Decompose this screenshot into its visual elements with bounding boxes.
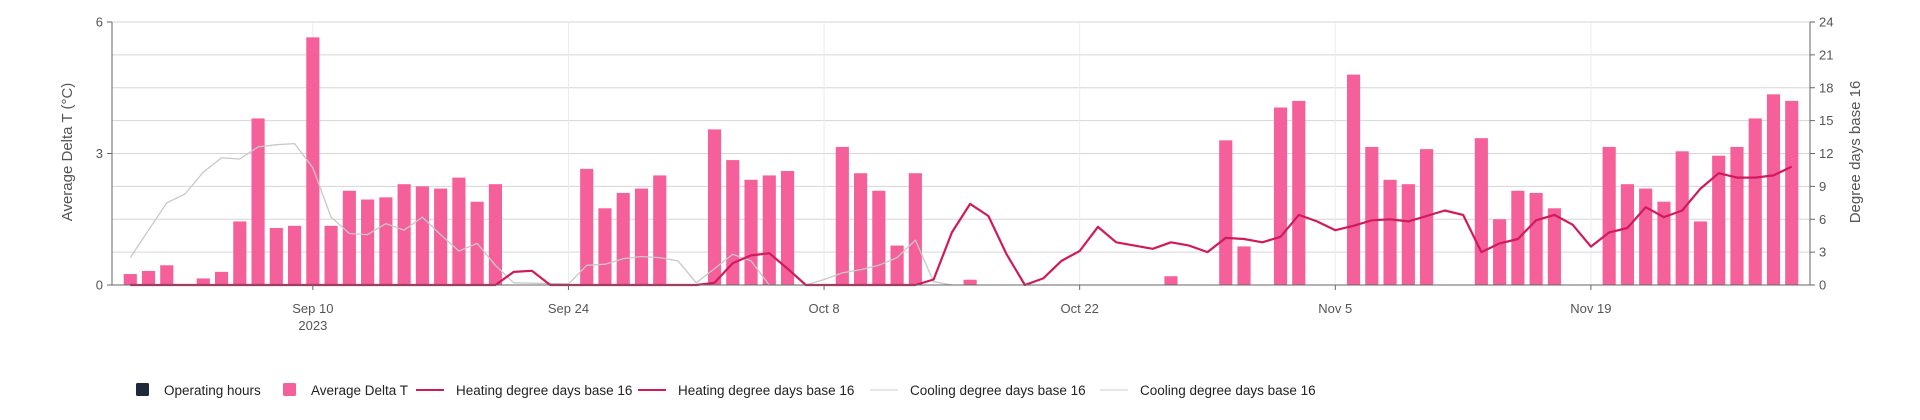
bar-average-delta-t (324, 225, 338, 285)
bar-average-delta-t (1766, 94, 1781, 285)
bar-average-delta-t (288, 225, 302, 285)
bar-average-delta-t (616, 192, 630, 285)
bar-average-delta-t (488, 184, 502, 285)
bar-average-delta-t (123, 274, 137, 285)
legend-swatch (283, 383, 296, 396)
bar-average-delta-t (251, 118, 265, 285)
bar-average-delta-t (306, 37, 320, 285)
bar-average-delta-t (1164, 276, 1178, 285)
bar-average-delta-t (707, 129, 722, 285)
bar-average-delta-t (1383, 179, 1397, 285)
bar-average-delta-t (835, 146, 849, 285)
bar-average-delta-t (1602, 146, 1616, 285)
series-cooling-degree-days (129, 142, 953, 286)
line-cooling-degree-days (129, 142, 953, 286)
bar-average-delta-t (1273, 107, 1288, 285)
series-heating-degree-days (130, 165, 1793, 287)
bar-average-delta-t (653, 175, 667, 285)
x-tick-label: Sep 10 (292, 301, 333, 316)
bar-average-delta-t (1365, 146, 1379, 285)
bar-average-delta-t (762, 175, 776, 285)
bar-average-delta-t (1529, 192, 1543, 285)
y-right-tick-label: 9 (1819, 179, 1826, 194)
bar-average-delta-t (233, 221, 247, 285)
bar-average-delta-t (890, 245, 904, 285)
bar-average-delta-t (908, 173, 922, 285)
bar-average-delta-t (1748, 118, 1762, 285)
legend-label: Heating degree days base 16 (456, 383, 632, 398)
bar-average-delta-t (196, 278, 210, 285)
tick-labels: 0 3 6 0 3 6 9 12 15 18 21 24 Sep 10 2023 Sep 24 Oct 8 Oc… (96, 15, 1834, 334)
y-right-tick-label: 15 (1819, 113, 1833, 128)
bar-average-delta-t (1474, 138, 1488, 285)
legend-label: Average Delta T (311, 383, 408, 398)
y-right-tick-label: 24 (1819, 15, 1833, 30)
bar-average-delta-t (780, 171, 795, 285)
line-heating-degree-days (130, 165, 1793, 287)
bar-average-delta-t (1547, 208, 1561, 285)
bar-average-delta-t (1493, 219, 1507, 285)
bar-average-delta-t (342, 190, 356, 285)
y-left-tick-label: 3 (96, 146, 103, 161)
x-tick-sublabel: 2023 (298, 318, 327, 333)
bar-average-delta-t (141, 270, 156, 285)
legend-label: Cooling degree days base 16 (910, 383, 1086, 398)
y-right-tick-label: 21 (1819, 47, 1833, 62)
bar-average-delta-t (744, 179, 758, 285)
bar-average-delta-t (452, 177, 466, 285)
y-right-tick-label: 3 (1819, 245, 1826, 260)
bars-average-delta-t (123, 37, 1799, 286)
x-tick-label: Nov 19 (1570, 301, 1611, 316)
bar-average-delta-t (1401, 184, 1415, 285)
y-right-tick-label: 18 (1819, 80, 1833, 95)
x-tick-label: Sep 24 (548, 301, 589, 316)
legend-label: Operating hours (164, 383, 261, 398)
bar-average-delta-t (1675, 151, 1689, 285)
bar-average-delta-t (269, 228, 283, 285)
grid (112, 21, 1810, 286)
legend-label: Cooling degree days base 16 (1140, 383, 1316, 398)
y-left-tick-label: 0 (96, 278, 103, 293)
bar-average-delta-t (1657, 201, 1671, 285)
bar-average-delta-t (214, 271, 229, 285)
x-tick-label: Nov 5 (1318, 301, 1352, 316)
bar-average-delta-t (854, 173, 868, 285)
y-axis-right-title: Degree days base 16 (1847, 81, 1864, 224)
legend-swatch (136, 383, 149, 396)
bar-average-delta-t (1237, 246, 1251, 285)
bar-average-delta-t (1639, 188, 1653, 285)
bar-average-delta-t (872, 190, 886, 285)
y-right-tick-label: 6 (1819, 212, 1826, 227)
y-left-tick-label: 6 (96, 15, 103, 30)
bar-average-delta-t (379, 197, 393, 285)
y-right-tick-label: 0 (1819, 278, 1826, 293)
bar-average-delta-t (1219, 140, 1233, 285)
bar-average-delta-t (580, 168, 594, 285)
bar-average-delta-t (397, 184, 411, 285)
bar-average-delta-t (1693, 221, 1708, 285)
x-tick-label: Oct 22 (1061, 301, 1099, 316)
bar-average-delta-t (1620, 184, 1634, 285)
bar-average-delta-t (726, 160, 740, 285)
y-axis-left-title: Average Delta T (°C) (59, 83, 76, 222)
bar-average-delta-t (598, 208, 612, 285)
bar-average-delta-t (1785, 100, 1799, 286)
legend: Operating hours Average Delta T Heating de… (136, 383, 1316, 398)
bar-average-delta-t (434, 188, 448, 285)
bar-average-delta-t (361, 199, 375, 285)
bar-average-delta-t (963, 279, 977, 285)
legend-label: Heating degree days base 16 (678, 383, 854, 398)
bar-average-delta-t (634, 188, 649, 285)
y-right-tick-label: 12 (1819, 146, 1833, 161)
bar-average-delta-t (160, 265, 174, 285)
bar-average-delta-t (415, 186, 429, 285)
x-tick-label: Oct 8 (809, 301, 840, 316)
bar-average-delta-t (1292, 100, 1306, 286)
bar-average-delta-t (1712, 155, 1726, 285)
bar-average-delta-t (1346, 74, 1361, 285)
bar-average-delta-t (1730, 146, 1744, 285)
